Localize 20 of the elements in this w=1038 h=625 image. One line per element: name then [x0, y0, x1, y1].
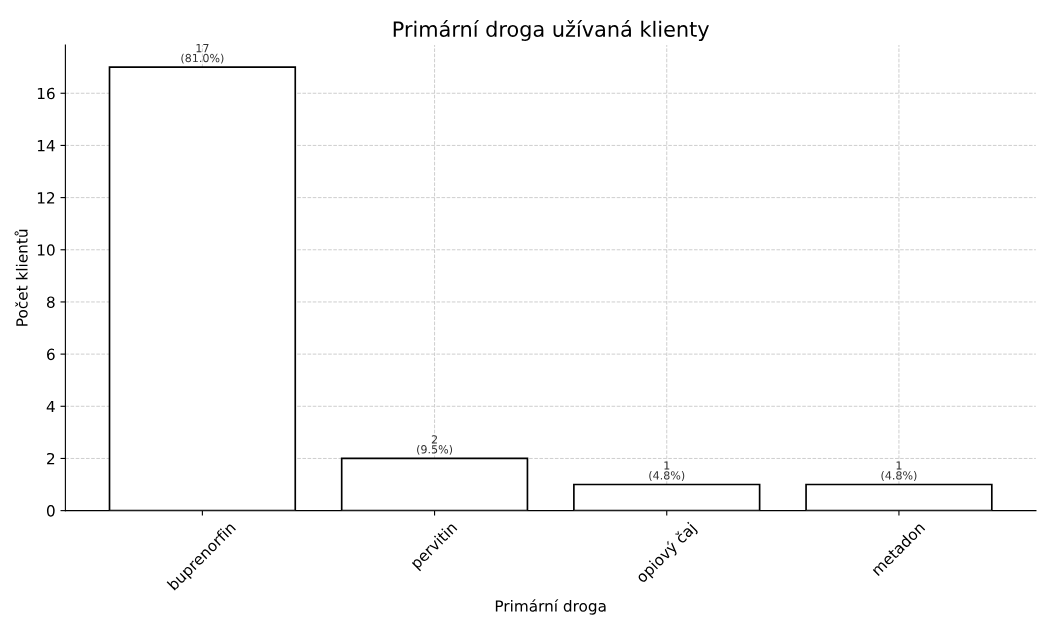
bar — [340, 457, 529, 511]
y-axis-title: Počet klientů — [14, 229, 28, 326]
data-label: 1 (4.8%) — [649, 461, 685, 481]
bar — [108, 66, 297, 511]
data-label: 1 (4.8%) — [881, 461, 917, 481]
y-tick-label: 10 — [37, 244, 55, 256]
y-tick-label: 16 — [37, 87, 55, 100]
data-label: 2 (9.5%) — [417, 435, 453, 455]
bar — [573, 483, 761, 511]
data-label: 17 (81.0%) — [181, 44, 224, 64]
y-tick-label: 12 — [37, 192, 55, 204]
bar — [805, 483, 993, 511]
y-tick-label: 4 — [46, 400, 55, 413]
x-axis-title: Primární droga — [495, 599, 606, 615]
y-tick-label: 14 — [37, 140, 55, 152]
y-tick-label: 2 — [47, 452, 55, 465]
y-tick-label: 6 — [47, 348, 55, 361]
y-tick-label: 8 — [46, 296, 55, 308]
chart-title: Primární droga užívaná klienty — [393, 20, 709, 41]
y-tick-label: 0 — [46, 505, 55, 517]
